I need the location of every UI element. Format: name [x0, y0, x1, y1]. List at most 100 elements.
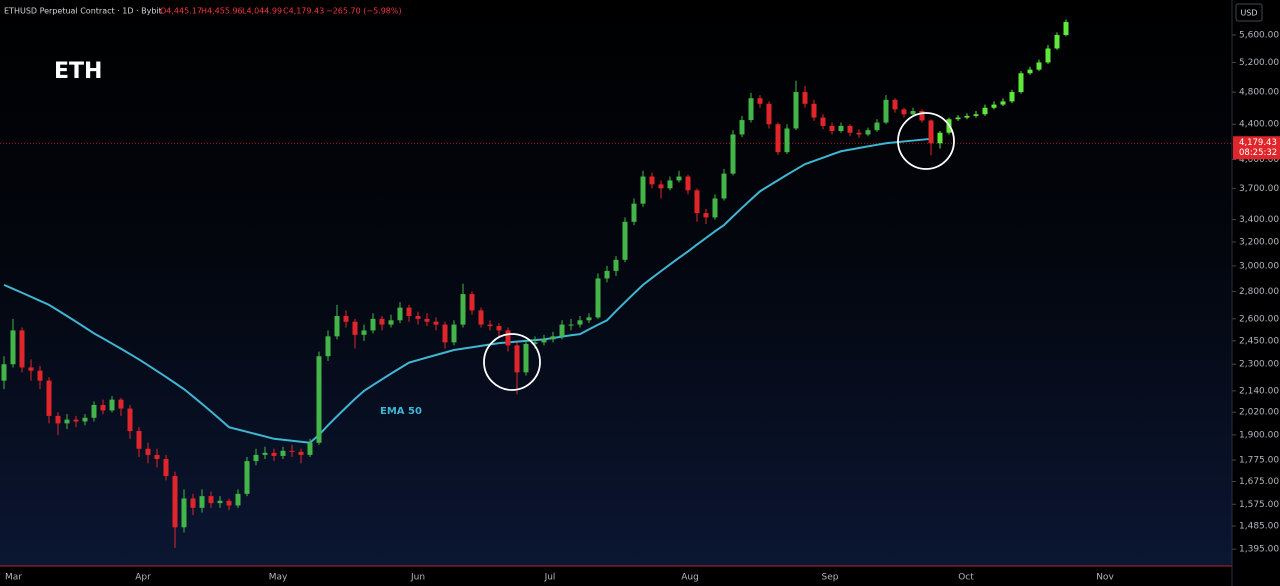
x-tick-label: Mar — [5, 573, 22, 583]
candle-body — [649, 176, 655, 185]
candle-body — [91, 404, 97, 418]
candle-body — [451, 324, 457, 343]
candle-body — [478, 310, 484, 325]
candle-body — [10, 330, 16, 365]
candle-body — [586, 317, 592, 321]
currency-button[interactable] — [1235, 3, 1263, 22]
candle-body — [937, 132, 943, 144]
candle-body — [820, 117, 826, 126]
candle-body — [856, 132, 862, 135]
candle-body — [928, 120, 934, 144]
countdown: 08:25:32 — [1239, 148, 1277, 158]
ohlc-value: H4,455.96 — [201, 7, 243, 16]
candle-body — [109, 399, 115, 411]
candle-body — [1036, 62, 1042, 70]
price-axis — [1232, 0, 1280, 586]
y-tick-label: 1,575.00 — [1239, 500, 1279, 510]
candle-body — [757, 98, 763, 104]
y-tick-label: 2,800.00 — [1239, 287, 1279, 297]
currency: USD — [1240, 9, 1257, 18]
x-tick-label: Nov — [1096, 573, 1114, 583]
candle-body — [19, 330, 25, 368]
candle-body — [361, 330, 367, 335]
candle-body — [505, 330, 511, 346]
y-tick-label: 4,800.00 — [1239, 88, 1279, 98]
candle-body — [1, 364, 7, 381]
candle-body — [1054, 35, 1060, 49]
y-tick-label: 3,200.00 — [1239, 238, 1279, 248]
candle-body — [496, 326, 502, 331]
candle-body — [118, 399, 124, 409]
candle-body — [370, 318, 376, 331]
candle-body — [343, 316, 349, 322]
price-label-box — [1233, 136, 1280, 160]
x-tick-label: Jul — [544, 573, 556, 583]
candle-body — [307, 442, 313, 455]
candle-body — [289, 450, 295, 452]
x-tick-label: Apr — [135, 573, 151, 583]
candle-body — [991, 104, 997, 108]
candle-body — [487, 324, 493, 327]
candle-body — [190, 498, 196, 508]
candle-body — [604, 270, 610, 279]
candle-body — [748, 98, 754, 121]
candle-body — [577, 320, 583, 325]
candle-body — [901, 109, 907, 115]
ema-line — [3, 137, 932, 444]
candle-body — [613, 259, 619, 271]
highlight-circle — [897, 112, 955, 170]
highlight-circle — [483, 333, 541, 391]
y-tick-label: 4,000.00 — [1239, 155, 1279, 165]
candle-body — [514, 345, 520, 373]
x-tick-label: Aug — [681, 573, 699, 583]
candle-body — [352, 321, 358, 335]
candle-body — [64, 419, 70, 424]
candle-body — [433, 321, 439, 325]
candle-body — [271, 452, 277, 456]
y-tick-label: 1,775.00 — [1239, 456, 1279, 466]
chart-title: ETH — [54, 59, 102, 84]
candle-body — [1063, 22, 1069, 36]
candle-body — [802, 92, 808, 104]
candle-body — [955, 117, 961, 120]
ohlc-value: O4,445.17 — [160, 7, 202, 16]
candle-body — [811, 103, 817, 118]
candle-body — [838, 125, 844, 132]
candle-body — [406, 307, 412, 317]
symbol: ETHUSD Perpetual Contract · 1D · Bybit — [4, 7, 162, 16]
y-tick-label: 5,200.00 — [1239, 58, 1279, 68]
candle-body — [217, 500, 223, 504]
candle-body — [703, 213, 709, 218]
candle-body — [595, 278, 601, 318]
y-tick-label: 5,600.00 — [1239, 31, 1279, 41]
candle-body — [388, 320, 394, 325]
candle-body — [163, 459, 169, 477]
candle-body — [127, 408, 133, 432]
candle-body — [244, 461, 250, 494]
ohlc-value: C4,179.43 — [283, 7, 324, 16]
candle-body — [1018, 73, 1024, 93]
candle-body — [280, 450, 286, 456]
candle-body — [226, 500, 232, 506]
candle-body — [379, 318, 385, 325]
candle-body — [874, 122, 880, 131]
candle-body — [55, 415, 61, 424]
change: −265.70 (−5.98%) — [326, 7, 402, 16]
candle-body — [739, 120, 745, 135]
y-tick-label: 2,140.00 — [1239, 386, 1279, 396]
y-tick-label: 1,395.00 — [1239, 545, 1279, 555]
candle-body — [469, 294, 475, 311]
candle-body — [298, 451, 304, 455]
y-tick-label: 1,675.00 — [1239, 477, 1279, 487]
y-tick-label: 4,400.00 — [1239, 120, 1279, 130]
time-axis — [0, 566, 1232, 586]
candle-body — [775, 124, 781, 153]
candle-body — [460, 294, 466, 325]
candle-body — [145, 448, 151, 455]
y-tick-label: 1,900.00 — [1239, 430, 1279, 440]
candle-body — [658, 184, 664, 189]
candle-body — [694, 190, 700, 214]
plot-background — [0, 0, 1232, 566]
candle-body — [253, 454, 259, 462]
